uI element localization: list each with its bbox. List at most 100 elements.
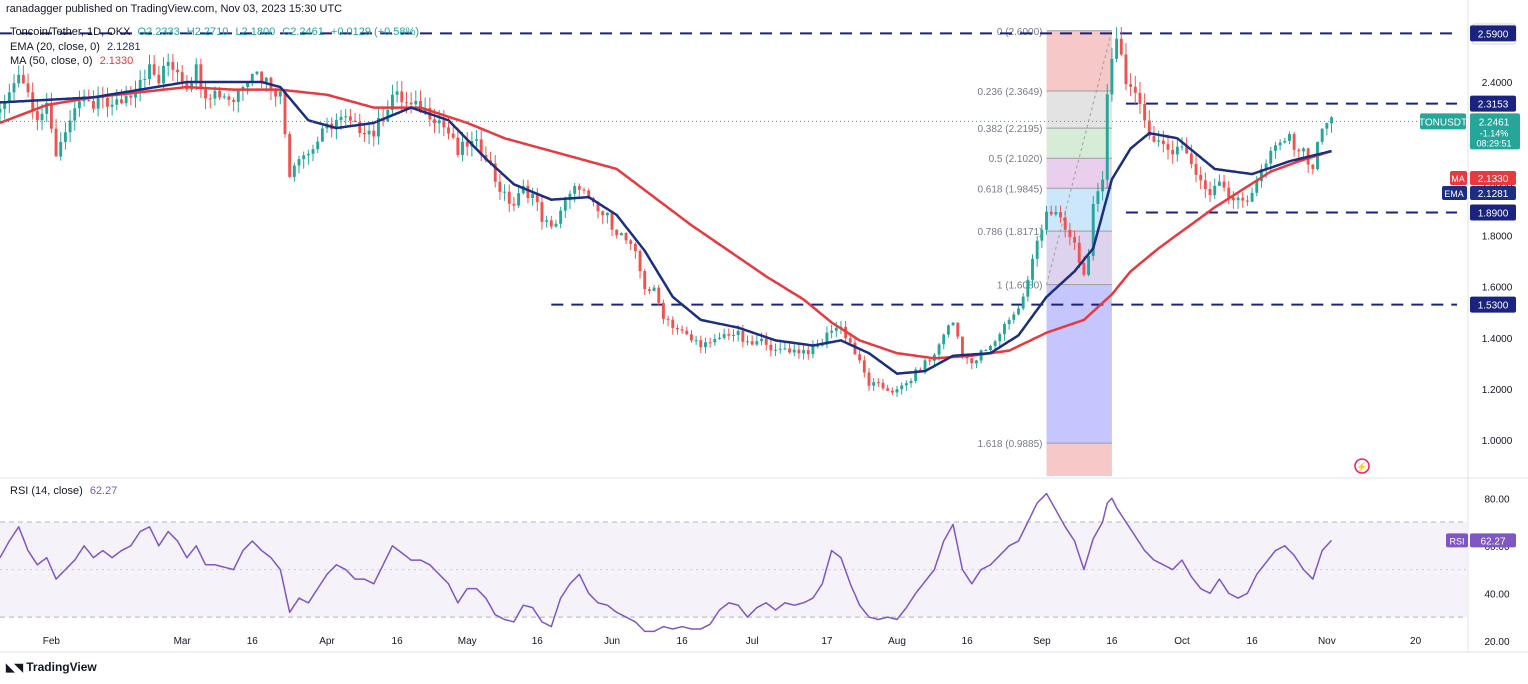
symbol-legend[interactable]: Toncoin/Tether, 1D, OKX O2.2333 H2.2710 … [10,26,419,38]
candle-body [956,322,960,337]
rsi-tag-badge [1446,533,1468,548]
candle-body [1035,240,1039,259]
candle-body [1063,217,1067,230]
fib-level-label: 0.5 (2.1020) [989,154,1043,165]
candle-body [741,331,745,342]
candle-body [802,350,806,354]
fib-level-label: 0 (2.6000) [997,27,1043,38]
ema-legend[interactable]: EMA (20, close, 0) 2.1281 [10,41,141,53]
candle-body [1171,149,1175,155]
candle-body [91,101,95,109]
candle-body [288,134,292,177]
candle-body [1133,86,1137,93]
candle-body [414,101,418,105]
candle-body [498,181,502,192]
rsi-legend[interactable]: RSI (14, close) 62.27 [10,485,117,497]
candle-body [619,233,623,236]
candle-body [675,328,679,330]
candle-body [194,64,198,84]
fib-zone [1046,90,1112,129]
level-tag-label: 2.5900 [1478,29,1509,40]
level-tag-label: 1.8900 [1478,208,1509,219]
candle-body [320,128,324,142]
ma-legend[interactable]: MA (50, close, 0) 2.1330 [10,55,133,67]
candle-body [1269,150,1273,164]
candle-body [848,338,852,343]
candle-body [587,190,591,199]
candle-body [760,338,763,342]
candle-body [157,74,161,84]
candle-body [596,202,600,212]
candle-body [666,318,670,320]
candle-body [881,382,885,389]
candle-body [185,81,189,90]
candle-body [946,325,950,335]
candle-body [1166,144,1170,150]
candle-body [746,341,749,343]
candle-body [769,344,773,351]
candle-body [1325,123,1329,129]
time-tick-label: 17 [821,636,833,647]
candle-body [204,88,208,99]
candle-body [1203,180,1207,190]
candle-body [199,64,203,89]
ema-value-tag [1470,186,1516,200]
time-tick-label: 16 [247,636,259,647]
candle-body [54,128,58,157]
price-tick-label: 1.2000 [1482,385,1513,396]
time-tick-label: 16 [392,636,404,647]
candle-body [297,159,301,166]
bar-countdown: 08:29:51 [1476,138,1511,148]
candle-body [274,89,278,97]
candle-body [1129,84,1133,87]
candle-body [1105,94,1109,180]
candle-body [35,111,39,121]
candle-body [1227,187,1231,198]
candle-body [96,97,100,109]
candle-body [236,90,240,102]
candle-body [615,229,619,236]
candle-body [531,193,535,199]
candle-body [367,130,371,135]
candle-body [601,211,605,216]
ma-tag-label: MA [1451,174,1465,184]
level-tag [1470,95,1516,112]
candle-body [447,127,450,134]
rsi-value-label: 62.27 [1480,536,1505,547]
candle-body [1073,237,1077,243]
candle-body [479,139,483,156]
candle-body [390,94,394,110]
candle-body [1059,212,1062,218]
candle-body [1138,92,1142,104]
candle-body [115,99,119,105]
candle-body [1255,180,1259,193]
time-tick-label: 16 [962,636,974,647]
candle-body [1119,38,1123,55]
candle-body [106,98,109,107]
tradingview-logo[interactable]: ◣◥ TradingView [6,660,97,674]
candle-body [344,116,348,118]
candle-body [1213,185,1217,196]
symbol-tag [1420,113,1466,130]
candle-body [904,383,908,386]
rsi-value-tag [1470,533,1516,548]
candle-body [909,380,913,384]
candle-body [0,108,2,113]
fib-zone [1046,30,1112,91]
candle-body [1147,120,1151,137]
ohlc-low: L2.1800 [235,26,276,38]
candle-body [1264,163,1268,170]
candle-body [942,334,946,345]
candle-body [1012,314,1016,320]
candle-body [671,319,675,329]
time-tick-label: Mar [174,636,192,647]
last-price-change: -1.14% [1480,128,1509,138]
candle-body [1087,255,1091,275]
candle-body [1082,263,1086,275]
candle-body [540,202,544,222]
candle-body [867,372,871,386]
rsi-tick-label: 80.00 [1484,494,1509,505]
candle-body [213,90,217,99]
time-tick-label: Aug [888,636,906,647]
time-tick-label: Sep [1033,636,1051,647]
